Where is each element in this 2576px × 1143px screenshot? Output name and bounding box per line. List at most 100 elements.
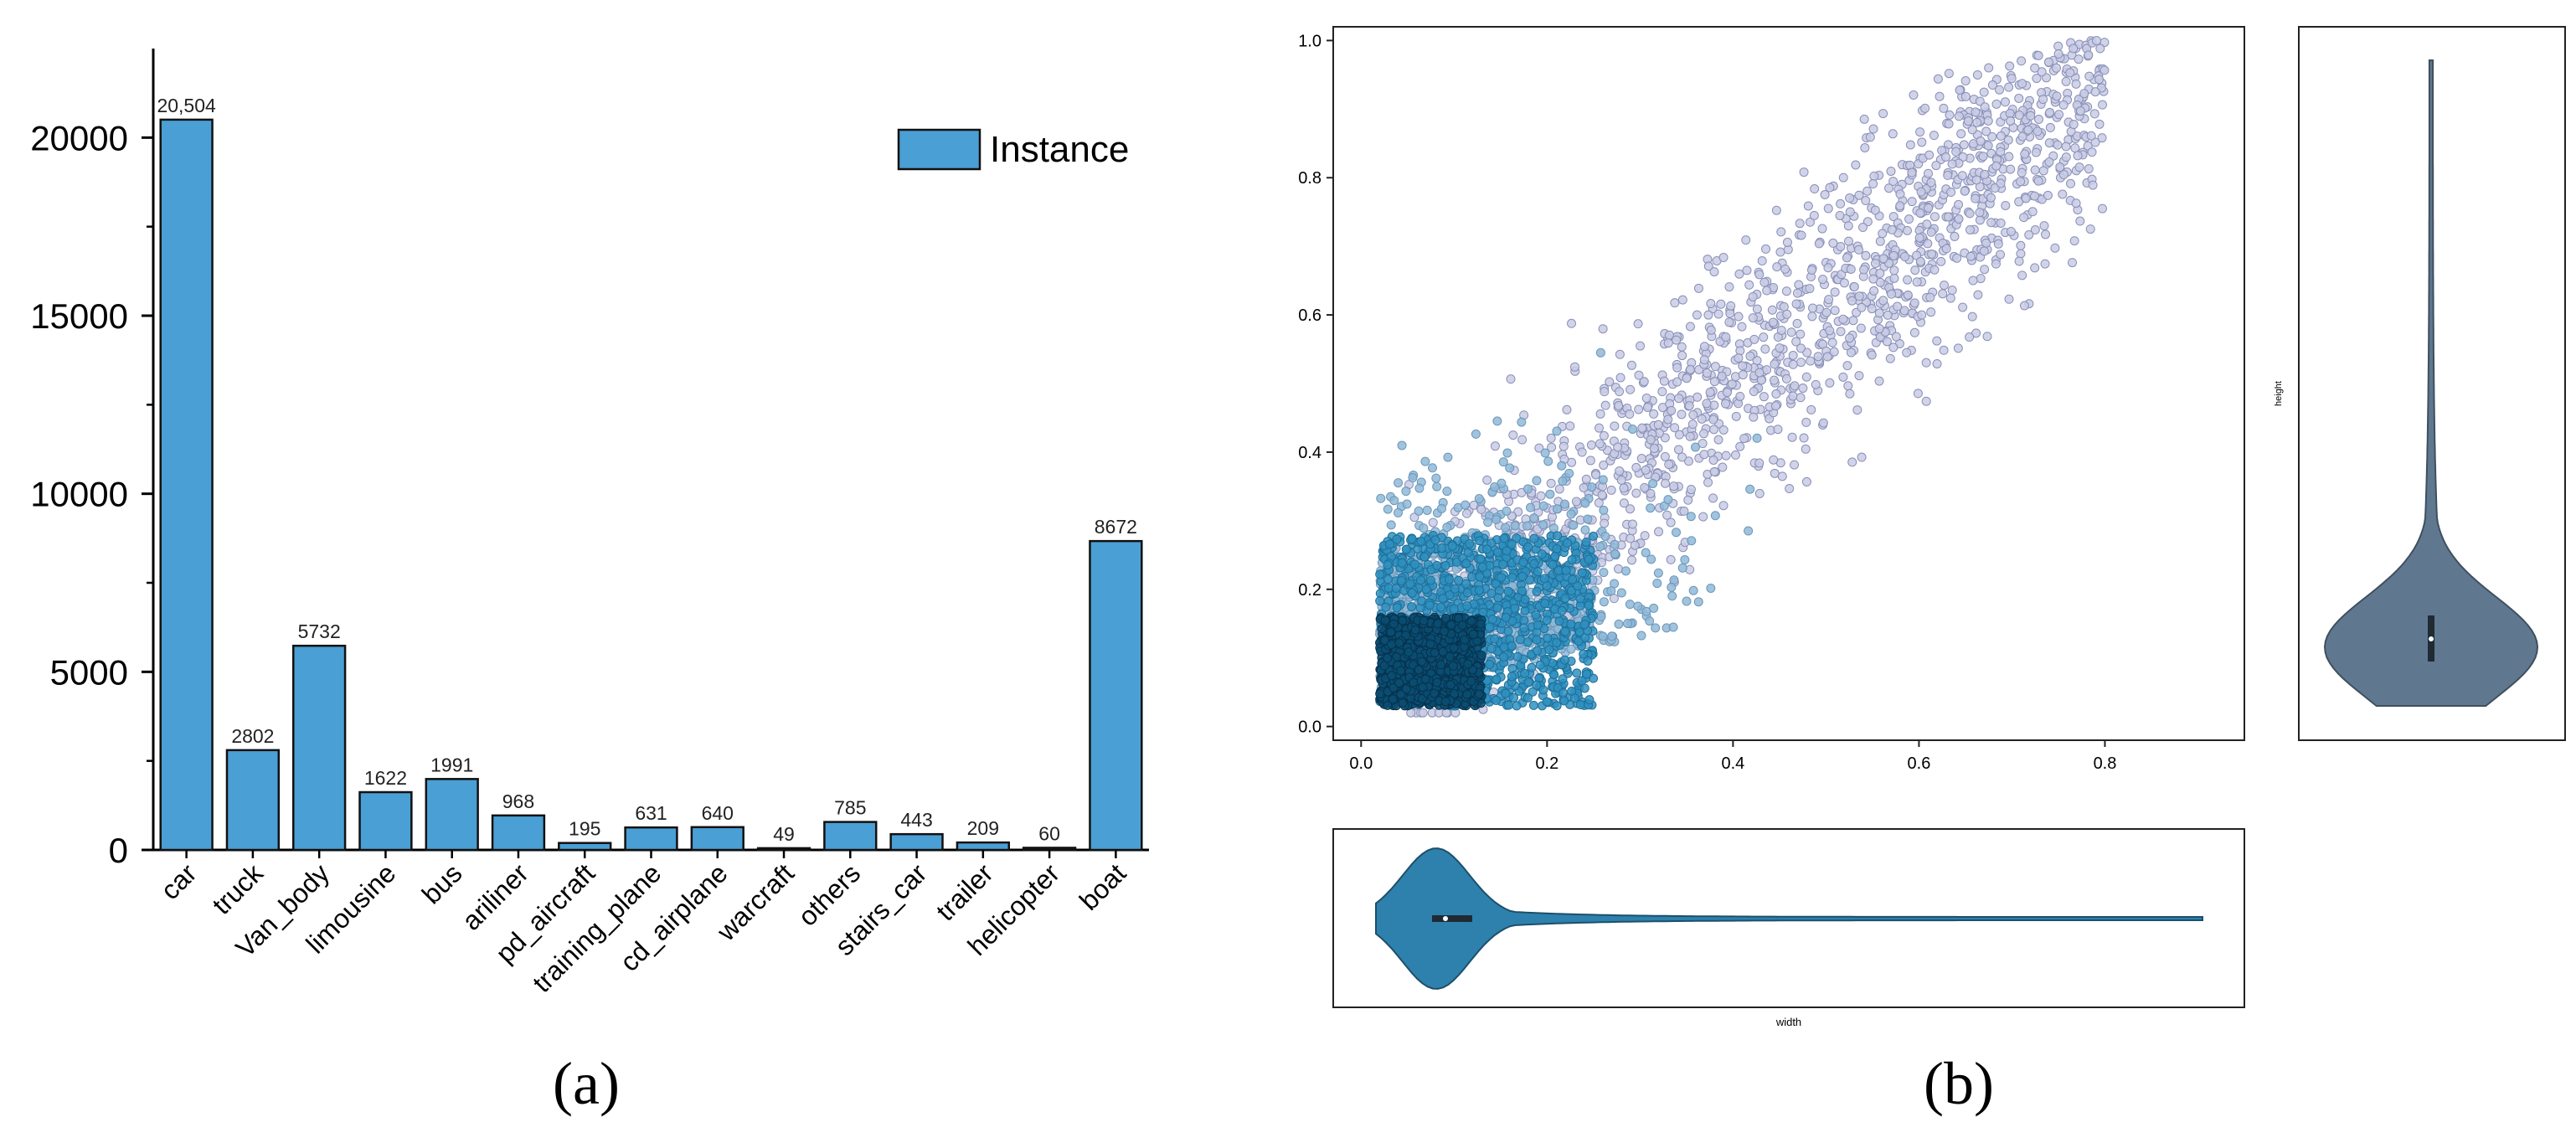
data-label: 968 (502, 790, 534, 812)
scatter-point (1579, 620, 1589, 630)
scatter-point (1569, 362, 1579, 372)
scatter-point (2094, 75, 2105, 85)
scatter-point (1980, 102, 1990, 112)
scatter-point (1565, 421, 1575, 431)
scatter-point (1569, 693, 1579, 703)
scatter-point (2031, 147, 2041, 157)
scatter-point (1517, 571, 1528, 581)
scatter-point (1476, 504, 1486, 514)
scatter-point (2019, 301, 2029, 311)
scatter-point (1854, 245, 1864, 255)
scatter-point (1932, 358, 1942, 368)
scatter-point (1718, 253, 1728, 263)
x-axis-ticks: 0.0 0.2 0.4 0.6 0.8 (1349, 740, 2116, 773)
scatter-point (1520, 595, 1530, 605)
scatter-point (1552, 543, 1562, 553)
scatter-point (1922, 219, 1932, 229)
scatter-point (1543, 633, 1553, 643)
scatter-point (1435, 660, 1445, 670)
scatter-point (1775, 343, 1785, 353)
scatter-point (1666, 554, 1676, 564)
scatter-point (1875, 268, 1885, 278)
legend: Instance (897, 128, 1129, 171)
scatter-point (1637, 423, 1647, 433)
scatter-point (1394, 638, 1404, 648)
scatter-point (1874, 308, 1884, 318)
scatter-point (1917, 310, 1927, 320)
scatter-point (2003, 135, 2013, 145)
scatter-point (1462, 588, 1472, 598)
scatter-point (1735, 441, 1745, 451)
scatter-point (1848, 316, 1858, 326)
bar (1089, 539, 1143, 852)
scatter-point (1762, 286, 1772, 296)
scatter-point (1993, 239, 2003, 249)
scatter-point (1929, 265, 1940, 275)
scatter-point (1862, 186, 1873, 196)
scatter-point (1672, 528, 1682, 538)
scatter-point (1402, 499, 1412, 509)
scatter-point (1523, 677, 1533, 687)
scatter-point (1566, 644, 1576, 654)
y-tick-label: 0.2 (1298, 581, 1321, 600)
scatter-point (1564, 468, 1574, 478)
scatter-point (1717, 371, 1727, 381)
scatter-point (2014, 256, 2024, 266)
scatter-point (1466, 616, 1476, 626)
bar (225, 749, 281, 852)
scatter-point (1691, 442, 1701, 452)
scatter-point (1419, 523, 1429, 533)
scatter-point (1857, 223, 1868, 233)
scatter-point (1552, 426, 1562, 436)
scatter-point (1598, 475, 1608, 485)
scatter-point (1534, 443, 1544, 453)
scatter-point (1528, 700, 1538, 710)
scatter-width-height: 0.0 0.2 0.4 0.6 0.8 0.00.20.40.60.81.0 heigh… (1298, 26, 2566, 1028)
scatter-point (1614, 400, 1624, 410)
scatter-point (2005, 108, 2015, 118)
scatter-point (1462, 508, 1472, 518)
scatter-point (1799, 167, 1809, 178)
scatter-point (1599, 460, 1609, 470)
scatter-point (2045, 107, 2055, 117)
scatter-point (1913, 389, 1923, 399)
scatter-point (1520, 668, 1530, 678)
scatter-point (1738, 361, 1748, 371)
scatter-point (2039, 221, 2049, 231)
scatter-point (1787, 432, 1797, 442)
scatter-point (1625, 504, 1636, 514)
scatter-point (1887, 289, 1897, 299)
scatter-point (1437, 503, 1447, 513)
scatter-point (1532, 635, 1542, 645)
scatter-point (1811, 379, 1821, 389)
scatter-point (1566, 619, 1576, 629)
scatter-point (1515, 635, 1525, 645)
scatter-point (1693, 597, 1703, 607)
scatter-point (2084, 164, 2094, 174)
scatter-point (1619, 483, 1629, 493)
scatter-point (1796, 230, 1806, 240)
scatter-point (1417, 656, 1427, 667)
scatter-point (1792, 288, 1802, 298)
scatter-point (1466, 677, 1476, 687)
scatter-point (1559, 499, 1569, 509)
scatter-point (1558, 476, 1568, 486)
scatter-point (1693, 283, 1703, 293)
scatter-point (1600, 400, 1610, 410)
scatter-point (1503, 586, 1513, 596)
scatter-point (1404, 647, 1414, 657)
scatter-point (1405, 579, 1415, 589)
scatter-point (1708, 414, 1718, 425)
scatter-point (1838, 314, 1848, 324)
scatter-point (1713, 435, 1723, 445)
x-tick-label: 0.0 (1349, 754, 1373, 773)
scatter-point (1553, 531, 1563, 541)
scatter-point (1381, 602, 1391, 612)
scatter-point (1824, 295, 1834, 305)
scatter-point (1389, 496, 1399, 506)
scatter-point (1542, 697, 1552, 707)
scatter-point (1501, 688, 1511, 698)
scatter-point (1790, 460, 1800, 470)
scatter-point (1745, 484, 1755, 494)
scatter-point (1987, 131, 1997, 142)
